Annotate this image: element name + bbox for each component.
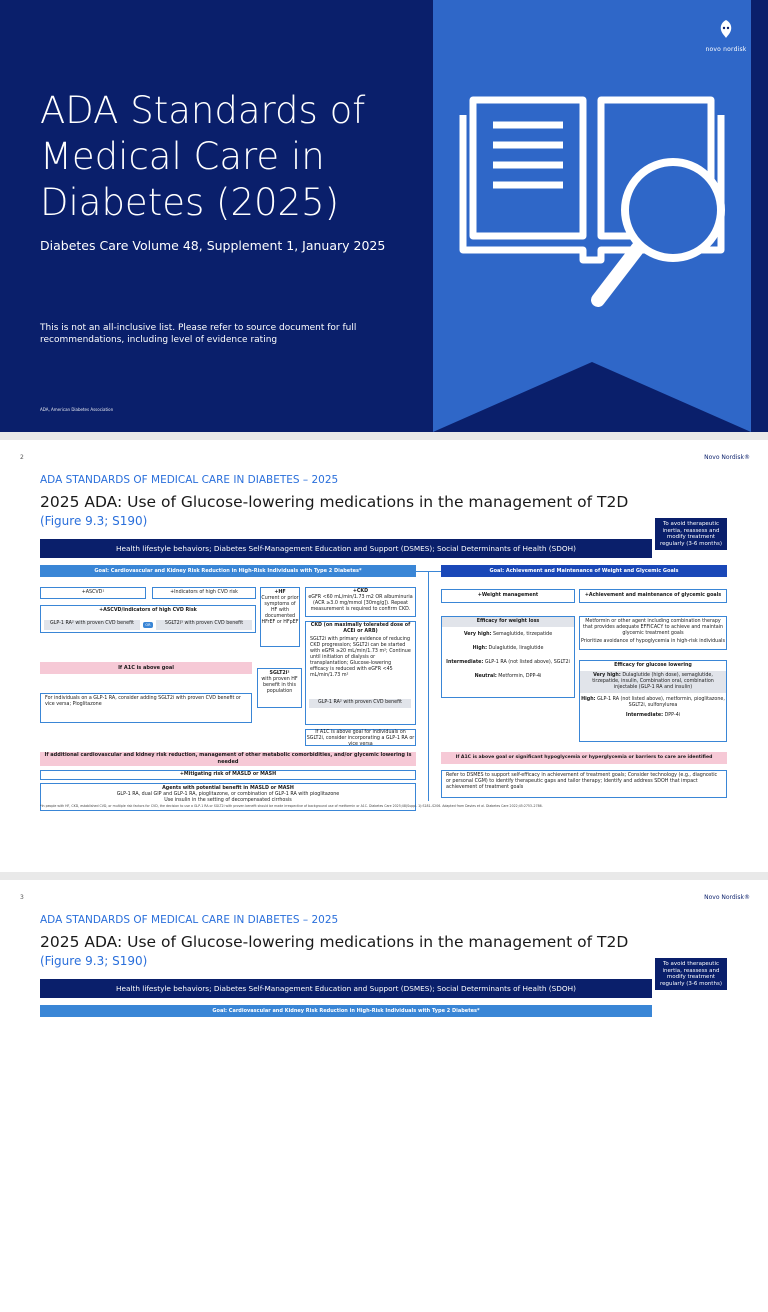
sglt2-hf-box: SGLT2i² with proven HF benefit in this p… (257, 668, 302, 708)
page-number: 3 (20, 894, 24, 901)
section-title: ADA STANDARDS OF MEDICAL CARE IN DIABETE… (40, 474, 339, 486)
metformin-box: Metformin or other agent including combi… (579, 616, 727, 650)
section-title: ADA STANDARDS OF MEDICAL CARE IN DIABETE… (40, 914, 339, 926)
glucose-efficacy-box: Efficacy for glucose lowering Very high:… (579, 660, 727, 742)
a1c-actions-box: For individuals on a GLP-1 RA, consider … (40, 693, 252, 723)
glp1-ckd-option: GLP-1 RA² with proven CVD benefit (309, 699, 411, 708)
glycemic-goals-box: +Achievement and maintenance of glycemic… (579, 589, 727, 603)
glp1-cvd-option: GLP-1 RA² with proven CVD benefit (44, 620, 140, 630)
connector-line (428, 571, 429, 801)
lifestyle-banner: Health lifestyle behaviors; Diabetes Sel… (40, 539, 652, 558)
ckd-a1c-box: If A1C is above goal for individuals on … (305, 729, 416, 747)
deck-subtitle: Diabetes Care Volume 48, Supplement 1, J… (40, 238, 386, 253)
masld-agents-box: Agents with potential benefit in MASLD o… (40, 783, 416, 811)
additional-risk-pill: If additional cardiovascular and kidney … (40, 752, 416, 766)
a1c-above-goal-pill: If A1C is above goal (40, 662, 252, 674)
cv-kidney-goal-bar: Goal: Cardiovascular and Kidney Risk Red… (40, 1005, 652, 1017)
abbreviation-footnote: ADA, American Diabetes Association (40, 407, 114, 412)
brand-label: Novo Nordisk® (704, 894, 750, 901)
cv-kidney-goal-bar: Goal: Cardiovascular and Kidney Risk Red… (40, 565, 416, 577)
sglt2-cvd-option: SGLT2i³ with proven CVD benefit (156, 620, 252, 630)
slide-3: 3 Novo Nordisk® ADA STANDARDS OF MEDICAL… (0, 880, 768, 1312)
masld-box: +Mitigating risk of MASLD or MASH (40, 770, 416, 780)
page-number: 2 (20, 454, 24, 461)
slide-heading: 2025 ADA: Use of Glucose-lowering medica… (40, 933, 629, 951)
apis-bull-icon (720, 20, 732, 38)
weight-efficacy-box: Efficacy for weight loss Very high: Sema… (441, 616, 575, 698)
slide-heading: 2025 ADA: Use of Glucose-lowering medica… (40, 493, 629, 511)
hf-box: +HF Current or prior symptoms of HF with… (260, 587, 300, 647)
right-a1c-pill: If A1C is above goal or significant hypo… (441, 752, 727, 764)
weight-glycemic-goal-bar: Goal: Achievement and Maintenance of Wei… (441, 565, 727, 577)
deck-title: ADA Standards of Medical Care in Diabete… (40, 89, 366, 224)
slide-2: 2 Novo Nordisk® ADA STANDARDS OF MEDICAL… (0, 440, 768, 872)
therapeutic-inertia-box: To avoid therapeutic inertia, reassess a… (655, 958, 727, 990)
book-with-magnifier-icon (433, 0, 751, 432)
support-actions-box: Refer to DSMES to support self-efficacy … (441, 770, 727, 798)
footnotes: *In people with HF, CKD, established CVD… (40, 804, 543, 808)
figure-reference: (Figure 9.3; S190) (40, 514, 148, 528)
or-label: OR (143, 622, 153, 628)
title-slide: ADA Standards of Medical Care in Diabete… (0, 0, 768, 432)
ckd-box: +CKD eGFR <60 mL/min/1.73 m2 OR albuminu… (305, 587, 416, 617)
brand-label: Novo Nordisk® (704, 454, 750, 461)
therapeutic-inertia-box: To avoid therapeutic inertia, reassess a… (655, 518, 727, 550)
novo-nordisk-logo: novo nordisk (700, 18, 752, 53)
weight-management-box: +Weight management (441, 589, 575, 603)
indicators-box: +Indicators of high CVD risk (152, 587, 256, 599)
lifestyle-banner: Health lifestyle behaviors; Diabetes Sel… (40, 979, 652, 998)
ascvd-box: +ASCVD¹ (40, 587, 146, 599)
ckd-max-dose-box: CKD (on maximally tolerated dose of ACEi… (305, 621, 416, 725)
figure-reference: (Figure 9.3; S190) (40, 954, 148, 968)
disclaimer: This is not an all-inclusive list. Pleas… (40, 323, 357, 345)
